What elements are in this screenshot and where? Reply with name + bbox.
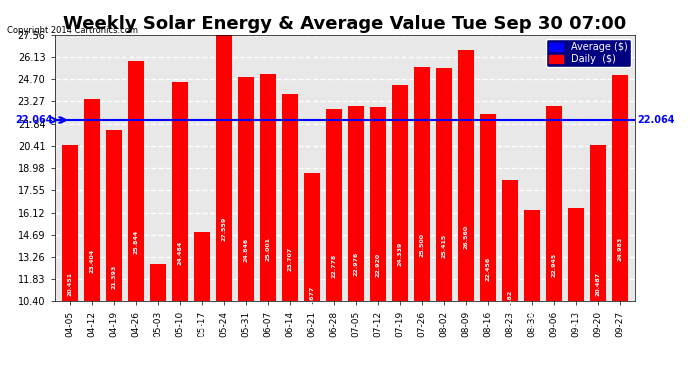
Bar [569, 208, 584, 375]
Bar [84, 99, 99, 375]
Bar [260, 74, 276, 375]
Text: 22.064: 22.064 [638, 115, 676, 125]
Bar [393, 85, 408, 375]
Text: 25.500: 25.500 [420, 233, 424, 257]
Text: 25.415: 25.415 [442, 233, 446, 258]
Text: 23.707: 23.707 [288, 247, 293, 271]
Text: 16.286: 16.286 [529, 304, 535, 328]
Bar [304, 173, 319, 375]
Bar [502, 180, 518, 375]
Bar [414, 67, 430, 375]
Text: 22.920: 22.920 [375, 253, 380, 277]
Bar [238, 77, 254, 375]
Bar [282, 94, 297, 375]
Bar [436, 68, 452, 375]
Text: 24.484: 24.484 [177, 240, 182, 265]
Text: 22.456: 22.456 [486, 256, 491, 280]
Text: 22.064: 22.064 [14, 115, 52, 125]
Text: 21.393: 21.393 [112, 264, 117, 289]
Text: 20.487: 20.487 [595, 272, 600, 296]
Bar [326, 109, 342, 375]
Bar [524, 210, 540, 375]
Bar [62, 145, 78, 375]
Text: 14.874: 14.874 [199, 315, 204, 339]
Text: 22.945: 22.945 [551, 252, 557, 277]
Text: 24.339: 24.339 [397, 242, 402, 266]
Bar [195, 232, 210, 375]
Bar [348, 106, 364, 375]
Bar [458, 50, 474, 375]
Title: Weekly Solar Energy & Average Value Tue Sep 30 07:00: Weekly Solar Energy & Average Value Tue … [63, 15, 627, 33]
Text: Copyright 2014 Cartronics.com: Copyright 2014 Cartronics.com [7, 26, 138, 35]
Bar [591, 145, 606, 375]
Bar [612, 75, 628, 375]
Legend: Average ($), Daily  ($): Average ($), Daily ($) [546, 39, 631, 67]
Text: 25.001: 25.001 [266, 237, 270, 261]
Bar [128, 61, 144, 375]
Bar [172, 82, 188, 375]
Text: 18.182: 18.182 [508, 290, 513, 314]
Text: 18.677: 18.677 [310, 286, 315, 310]
Bar [480, 114, 495, 375]
Text: 25.844: 25.844 [133, 230, 139, 254]
Text: 26.560: 26.560 [464, 225, 469, 249]
Bar [371, 107, 386, 375]
Bar [216, 34, 232, 375]
Text: 23.404: 23.404 [90, 249, 95, 273]
Text: 16.396: 16.396 [573, 303, 578, 328]
Text: 20.451: 20.451 [68, 272, 72, 296]
Text: 22.778: 22.778 [331, 254, 337, 278]
Bar [106, 130, 121, 375]
Text: 24.846: 24.846 [244, 238, 248, 262]
Bar [546, 106, 562, 375]
Text: 12.806: 12.806 [155, 332, 161, 356]
Bar [150, 264, 166, 375]
Text: 22.976: 22.976 [353, 252, 359, 276]
Text: 24.983: 24.983 [618, 237, 622, 261]
Text: 27.559: 27.559 [221, 217, 226, 241]
